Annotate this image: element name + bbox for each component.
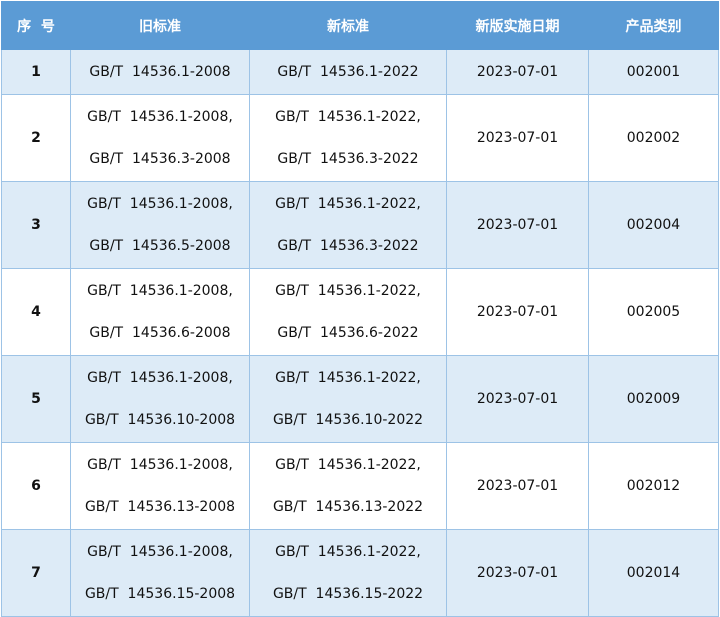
product-category: 002012	[588, 442, 719, 530]
row-number: 5	[1, 355, 71, 443]
product-category: 002009	[588, 355, 719, 443]
new-standard: GB/T 14536.15-2022	[272, 586, 424, 602]
old-standard-cell: GB/T 14536.1-2008, GB/T 14536.6-2008	[70, 268, 250, 356]
new-standard-cell: GB/T 14536.1-2022, GB/T 14536.3-2022	[249, 94, 447, 182]
row-number: 1	[1, 49, 71, 95]
header-no: 序 号	[1, 1, 71, 50]
old-standard: GB/T 14536.15-2008	[84, 586, 236, 602]
old-standard: GB/T 14536.1-2008,	[87, 109, 233, 125]
table-row: 7 GB/T 14536.1-2008, GB/T 14536.15-2008 GB/…	[1, 529, 719, 617]
header-row: 序 号 旧标准 新标准 新版实施日期 产品类别	[1, 1, 719, 50]
header-old-standard: 旧标准	[70, 1, 250, 50]
old-standard: GB/T 14536.13-2008	[84, 499, 236, 515]
old-standard-cell: GB/T 14536.1-2008, GB/T 14536.13-2008	[70, 442, 250, 530]
old-standard: GB/T 14536.1-2008,	[87, 544, 233, 560]
table-row: 3 GB/T 14536.1-2008, GB/T 14536.5-2008 GB/T…	[1, 181, 719, 269]
old-standard: GB/T 14536.1-2008,	[87, 283, 233, 299]
old-standard-cell: GB/T 14536.1-2008	[70, 49, 250, 95]
row-number: 3	[1, 181, 71, 269]
new-standard-cell: GB/T 14536.1-2022, GB/T 14536.13-2022	[249, 442, 447, 530]
old-standard: GB/T 14536.3-2008	[89, 151, 231, 167]
old-standard-cell: GB/T 14536.1-2008, GB/T 14536.3-2008	[70, 94, 250, 182]
effective-date: 2023-07-01	[446, 94, 589, 182]
old-standard: GB/T 14536.6-2008	[89, 325, 231, 341]
new-standard: GB/T 14536.3-2022	[277, 238, 419, 254]
effective-date: 2023-07-01	[446, 355, 589, 443]
effective-date: 2023-07-01	[446, 442, 589, 530]
new-standard: GB/T 14536.6-2022	[277, 325, 419, 341]
table-row: 4 GB/T 14536.1-2008, GB/T 14536.6-2008 GB/T…	[1, 268, 719, 356]
new-standard: GB/T 14536.10-2022	[272, 412, 424, 428]
product-category: 002014	[588, 529, 719, 617]
new-standard-cell: GB/T 14536.1-2022, GB/T 14536.15-2022	[249, 529, 447, 617]
table-row: 6 GB/T 14536.1-2008, GB/T 14536.13-2008 GB/…	[1, 442, 719, 530]
header-new-standard: 新标准	[249, 1, 447, 50]
table-row: 1 GB/T 14536.1-2008 GB/T 14536.1-2022 2023-…	[1, 49, 719, 95]
product-category: 002002	[588, 94, 719, 182]
new-standard: GB/T 14536.1-2022,	[275, 370, 421, 386]
new-standard-cell: GB/T 14536.1-2022, GB/T 14536.6-2022	[249, 268, 447, 356]
old-standard: GB/T 14536.5-2008	[89, 238, 231, 254]
new-standard: GB/T 14536.1-2022,	[275, 544, 421, 560]
old-standard: GB/T 14536.1-2008,	[87, 457, 233, 473]
row-number: 4	[1, 268, 71, 356]
old-standard: GB/T 14536.1-2008,	[87, 370, 233, 386]
new-standard: GB/T 14536.3-2022	[277, 151, 419, 167]
product-category: 002004	[588, 181, 719, 269]
effective-date: 2023-07-01	[446, 268, 589, 356]
table-row: 5 GB/T 14536.1-2008, GB/T 14536.10-2008 GB/…	[1, 355, 719, 443]
product-category: 002001	[588, 49, 719, 95]
old-standard: GB/T 14536.1-2008	[89, 64, 231, 80]
new-standard-cell: GB/T 14536.1-2022	[249, 49, 447, 95]
effective-date: 2023-07-01	[446, 529, 589, 617]
old-standard: GB/T 14536.10-2008	[84, 412, 236, 428]
new-standard: GB/T 14536.1-2022,	[275, 109, 421, 125]
product-category: 002005	[588, 268, 719, 356]
old-standard-cell: GB/T 14536.1-2008, GB/T 14536.5-2008	[70, 181, 250, 269]
effective-date: 2023-07-01	[446, 49, 589, 95]
new-standard: GB/T 14536.1-2022,	[275, 196, 421, 212]
table-row: 2 GB/T 14536.1-2008, GB/T 14536.3-2008 GB/T…	[1, 94, 719, 182]
new-standard: GB/T 14536.1-2022,	[275, 283, 421, 299]
header-product-category: 产品类别	[588, 1, 719, 50]
header-effective-date: 新版实施日期	[446, 1, 589, 50]
row-number: 6	[1, 442, 71, 530]
row-number: 2	[1, 94, 71, 182]
row-number: 7	[1, 529, 71, 617]
new-standard: GB/T 14536.1-2022,	[275, 457, 421, 473]
new-standard-cell: GB/T 14536.1-2022, GB/T 14536.10-2022	[249, 355, 447, 443]
old-standard: GB/T 14536.1-2008,	[87, 196, 233, 212]
old-standard-cell: GB/T 14536.1-2008, GB/T 14536.15-2008	[70, 529, 250, 617]
new-standard: GB/T 14536.1-2022	[277, 64, 419, 80]
new-standard-cell: GB/T 14536.1-2022, GB/T 14536.3-2022	[249, 181, 447, 269]
old-standard-cell: GB/T 14536.1-2008, GB/T 14536.10-2008	[70, 355, 250, 443]
new-standard: GB/T 14536.13-2022	[272, 499, 424, 515]
effective-date: 2023-07-01	[446, 181, 589, 269]
